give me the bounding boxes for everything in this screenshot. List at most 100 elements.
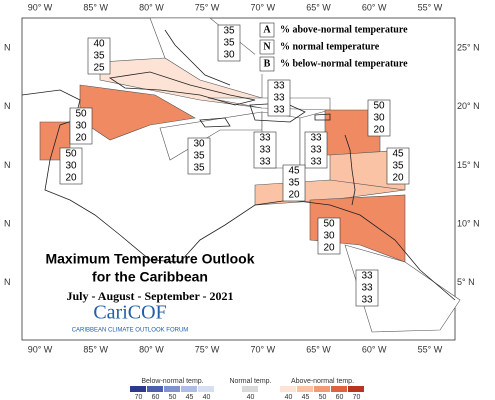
probability-value: 33 bbox=[259, 157, 271, 168]
latitude-label: 25° N bbox=[457, 42, 480, 52]
longitude-label-bottom: 65° W bbox=[306, 344, 331, 354]
longitude-label-bottom: 55° W bbox=[418, 344, 443, 354]
probability-value: 30 bbox=[323, 231, 335, 242]
key-text: % above-normal temperature bbox=[280, 24, 408, 35]
colorbar-tick: 45 bbox=[186, 394, 194, 400]
logo-name: CariCOF bbox=[93, 302, 166, 324]
key-letter: N bbox=[263, 41, 271, 52]
longitude-label-top: 65° W bbox=[306, 2, 331, 12]
latitude-label-left: N bbox=[4, 218, 11, 228]
probability-value: 20 bbox=[65, 173, 77, 184]
probability-value: 25 bbox=[93, 63, 105, 74]
probability-value: 33 bbox=[310, 157, 322, 168]
key: A % above-normal temperature N % normal tem… bbox=[255, 22, 417, 74]
probability-value: 20 bbox=[288, 190, 300, 201]
colorbar-swatch bbox=[242, 386, 258, 392]
probability-value: 50 bbox=[323, 219, 335, 230]
probability-box bbox=[187, 137, 211, 175]
colorbar-swatch bbox=[297, 386, 313, 392]
longitude-label-top: 85° W bbox=[83, 2, 108, 12]
colorbar-tick: 40 bbox=[203, 394, 211, 400]
probability-value: 30 bbox=[75, 121, 87, 132]
colorbar-tick: 45 bbox=[302, 394, 310, 400]
probability-box bbox=[87, 37, 111, 75]
probability-value: 35 bbox=[93, 51, 105, 62]
region bbox=[344, 244, 461, 333]
probability-value: 33 bbox=[273, 105, 285, 116]
latitude-label-left: N bbox=[4, 101, 11, 111]
key-letter-box bbox=[259, 39, 275, 55]
key-letter: B bbox=[264, 58, 271, 69]
period: July - August - September - 2021 bbox=[66, 289, 233, 303]
probability-value: 20 bbox=[75, 133, 87, 144]
colorbar-swatch bbox=[164, 386, 180, 392]
probability-value: 33 bbox=[310, 133, 322, 144]
colorbar-swatch bbox=[331, 386, 347, 392]
colorbar-swatch bbox=[348, 386, 364, 392]
region bbox=[159, 111, 263, 161]
probability-value: 33 bbox=[273, 93, 285, 104]
probability-value: 35 bbox=[223, 26, 235, 37]
coast-puerto-rico bbox=[314, 113, 331, 121]
probability-value: 35 bbox=[223, 38, 235, 49]
key-text: % below-normal temperature bbox=[280, 58, 408, 69]
latitude-label-left: N bbox=[4, 277, 11, 287]
longitude-label-top: 70° W bbox=[250, 2, 275, 12]
longitude-label-top: 90° W bbox=[28, 2, 53, 12]
longitude-label-bottom: 75° W bbox=[195, 344, 220, 354]
colorbar-swatch bbox=[181, 386, 197, 392]
probability-value: 50 bbox=[373, 101, 385, 112]
probability-box bbox=[386, 147, 410, 185]
coast-jamaica bbox=[199, 117, 231, 128]
probability-value: 30 bbox=[65, 161, 77, 172]
probability-box bbox=[304, 131, 328, 169]
probability-value: 33 bbox=[361, 283, 373, 294]
key-background bbox=[255, 22, 417, 74]
axes: 90° W 90° W 85° W 85° W 80° W 80° W 75° W 75° W… bbox=[4, 2, 480, 354]
probability-value: 45 bbox=[392, 149, 404, 160]
probability-boxes: 4035253535303333335030205030203035353333… bbox=[59, 24, 410, 307]
longitude-label-bottom: 80° W bbox=[139, 344, 164, 354]
probability-value: 33 bbox=[361, 271, 373, 282]
longitude-label-bottom: 70° W bbox=[250, 344, 275, 354]
probability-value: 35 bbox=[193, 163, 205, 174]
probability-value: 30 bbox=[223, 50, 235, 61]
colorbar-tick: 40 bbox=[285, 394, 293, 400]
coast-bahamas bbox=[164, 29, 231, 86]
colorbar-tick: 70 bbox=[353, 394, 361, 400]
longitude-label-top: 75° W bbox=[195, 2, 220, 12]
probability-box bbox=[59, 147, 83, 185]
colorbar-tick: 50 bbox=[169, 394, 177, 400]
probability-value: 35 bbox=[193, 151, 205, 162]
probability-value: 35 bbox=[392, 161, 404, 172]
colorbar-swatch bbox=[314, 386, 330, 392]
colorbar-label: Normal temp. bbox=[229, 378, 271, 385]
probability-box bbox=[267, 79, 291, 117]
probability-value: 33 bbox=[361, 295, 373, 306]
key-letter-box bbox=[259, 56, 275, 72]
probability-value: 33 bbox=[273, 81, 285, 92]
probability-box bbox=[282, 164, 306, 202]
probability-value: 33 bbox=[310, 145, 322, 156]
probability-box bbox=[253, 131, 277, 169]
probability-value: 30 bbox=[193, 139, 205, 150]
probability-value: 20 bbox=[392, 173, 404, 184]
longitude-label-bottom: 60° W bbox=[362, 344, 387, 354]
probability-value: 33 bbox=[259, 145, 271, 156]
latitude-label: 10° N bbox=[457, 218, 480, 228]
key-text: % normal temperature bbox=[280, 41, 380, 52]
subtitle: for the Caribbean bbox=[92, 269, 208, 285]
colorbar-label: Below-normal temp. bbox=[141, 378, 203, 385]
coast-lesser-antilles bbox=[344, 134, 356, 206]
logo-tagline: CARIBBEAN CLIMATE OUTLOOK FORUM bbox=[72, 328, 189, 334]
probability-box bbox=[317, 217, 341, 255]
longitude-label-bottom: 85° W bbox=[83, 344, 108, 354]
latitude-label: 15° N bbox=[457, 160, 480, 170]
probability-value: 35 bbox=[288, 178, 300, 189]
colorbar-swatch bbox=[280, 386, 296, 392]
probability-value: 33 bbox=[259, 133, 271, 144]
colorbar-tick: 60 bbox=[336, 394, 344, 400]
longitude-label-bottom: 90° W bbox=[28, 344, 53, 354]
probability-value: 50 bbox=[75, 109, 87, 120]
probability-box bbox=[69, 107, 93, 145]
